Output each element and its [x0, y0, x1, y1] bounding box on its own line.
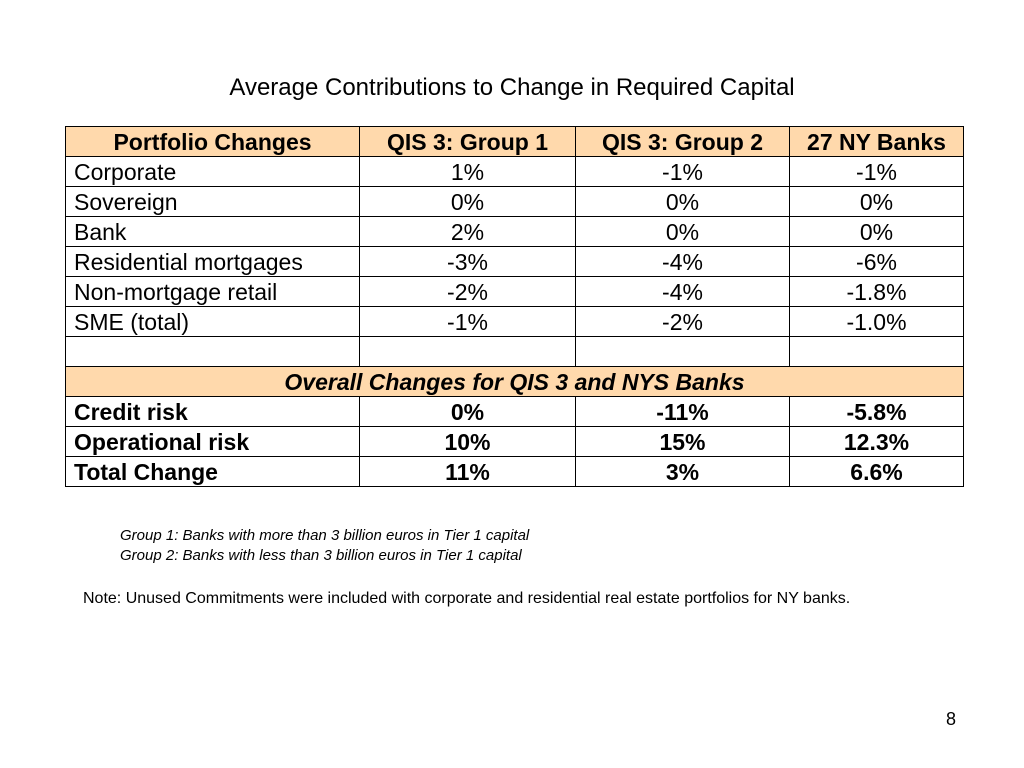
- cell-ny-banks: -1.0%: [789, 306, 964, 337]
- cell-group1: 10%: [359, 426, 576, 457]
- cell-group1: 0%: [359, 396, 576, 427]
- cell-ny-banks: 0%: [789, 216, 964, 247]
- table-row: Operational risk 10% 15% 12.3%: [65, 426, 964, 457]
- cell-group1: 1%: [359, 156, 576, 187]
- cell-group1: -2%: [359, 276, 576, 307]
- cell-group2: -11%: [575, 396, 790, 427]
- cell-group2: -2%: [575, 306, 790, 337]
- cell-group1: -3%: [359, 246, 576, 277]
- footnote-group2: Group 2: Banks with less than 3 billion …: [120, 547, 522, 564]
- cell-group1: 11%: [359, 456, 576, 487]
- empty-cell: [65, 336, 360, 367]
- table-header-row: Portfolio Changes QIS 3: Group 1 QIS 3: …: [65, 126, 964, 157]
- empty-cell: [359, 336, 576, 367]
- table-row: SME (total) -1% -2% -1.0%: [65, 306, 964, 337]
- note-text: Note: Unused Commitments were included w…: [83, 590, 851, 607]
- empty-cell: [575, 336, 790, 367]
- page-number: 8: [946, 709, 957, 729]
- row-label: Corporate: [65, 156, 360, 187]
- row-label: Credit risk: [65, 396, 360, 427]
- table-row: Total Change 11% 3% 6.6%: [65, 456, 964, 487]
- table-row: Bank 2% 0% 0%: [65, 216, 964, 247]
- row-label: Bank: [65, 216, 360, 247]
- row-label: Non-mortgage retail: [65, 276, 360, 307]
- row-label: Total Change: [65, 456, 360, 487]
- cell-group1: 0%: [359, 186, 576, 217]
- cell-group1: 2%: [359, 216, 576, 247]
- header-27-ny-banks: 27 NY Banks: [789, 126, 964, 157]
- table-row: Non-mortgage retail -2% -4% -1.8%: [65, 276, 964, 307]
- empty-cell: [789, 336, 964, 367]
- cell-group2: -1%: [575, 156, 790, 187]
- cell-ny-banks: -6%: [789, 246, 964, 277]
- table-row: Corporate 1% -1% -1%: [65, 156, 964, 187]
- slide-title: Average Contributions to Change in Requi…: [229, 74, 795, 101]
- section-heading-row: Overall Changes for QIS 3 and NYS Banks: [65, 366, 964, 397]
- cell-group2: -4%: [575, 276, 790, 307]
- table-row: Credit risk 0% -11% -5.8%: [65, 396, 964, 427]
- row-label: Operational risk: [65, 426, 360, 457]
- cell-group2: 0%: [575, 216, 790, 247]
- row-label: SME (total): [65, 306, 360, 337]
- cell-group2: 0%: [575, 186, 790, 217]
- cell-ny-banks: -5.8%: [789, 396, 964, 427]
- capital-contributions-table: Portfolio Changes QIS 3: Group 1 QIS 3: …: [65, 126, 964, 487]
- footnote-group1: Group 1: Banks with more than 3 billion …: [120, 527, 530, 544]
- cell-ny-banks: 6.6%: [789, 456, 964, 487]
- cell-group2: 15%: [575, 426, 790, 457]
- cell-ny-banks: 0%: [789, 186, 964, 217]
- table-row: Residential mortgages -3% -4% -6%: [65, 246, 964, 277]
- empty-spacer-row: [65, 336, 964, 367]
- cell-ny-banks: 12.3%: [789, 426, 964, 457]
- cell-group1: -1%: [359, 306, 576, 337]
- cell-ny-banks: -1%: [789, 156, 964, 187]
- header-qis3-group1: QIS 3: Group 1: [359, 126, 576, 157]
- section-heading: Overall Changes for QIS 3 and NYS Banks: [65, 366, 964, 397]
- cell-ny-banks: -1.8%: [789, 276, 964, 307]
- table-row: Sovereign 0% 0% 0%: [65, 186, 964, 217]
- row-label: Residential mortgages: [65, 246, 360, 277]
- header-qis3-group2: QIS 3: Group 2: [575, 126, 790, 157]
- header-portfolio-changes: Portfolio Changes: [65, 126, 360, 157]
- row-label: Sovereign: [65, 186, 360, 217]
- cell-group2: -4%: [575, 246, 790, 277]
- cell-group2: 3%: [575, 456, 790, 487]
